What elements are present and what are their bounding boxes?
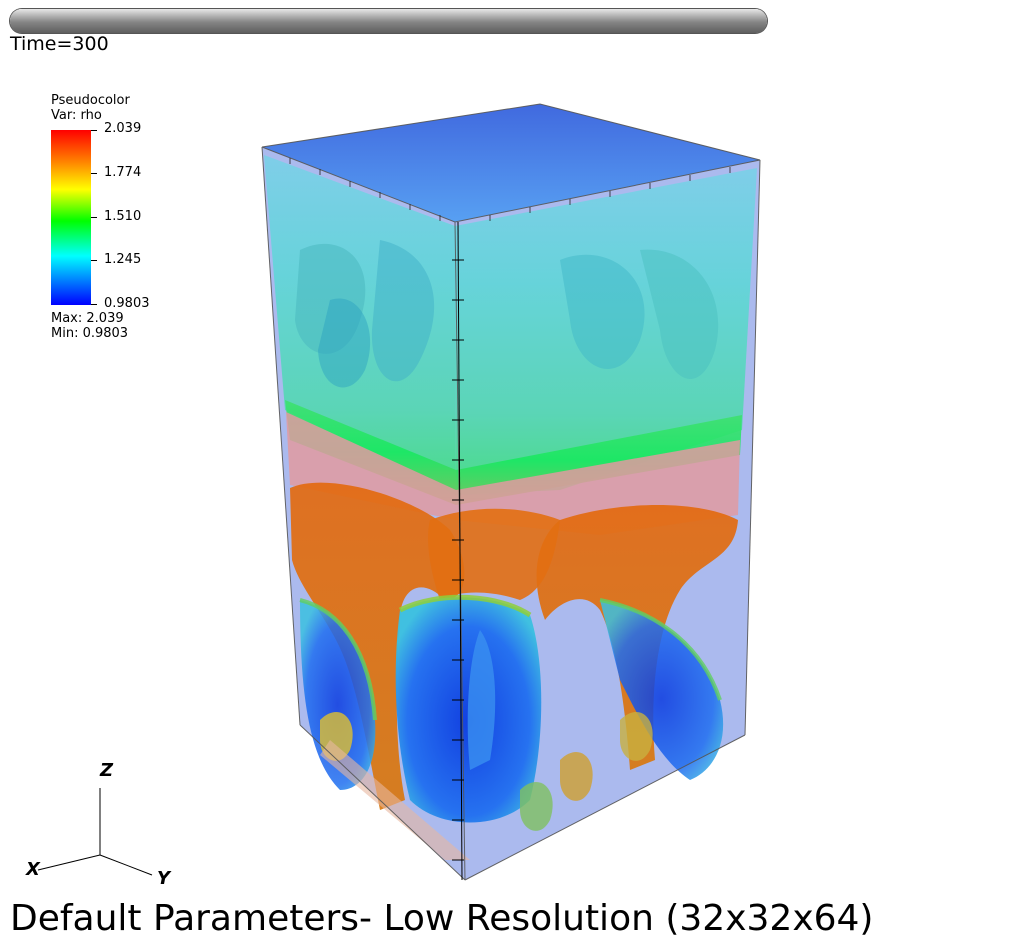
time-slider-fill bbox=[10, 9, 767, 33]
colorbar-tick-label: 2.039 bbox=[104, 121, 142, 136]
colorbar-tick-label: 0.9803 bbox=[104, 296, 150, 311]
colorbar-tick-label: 1.774 bbox=[104, 165, 142, 180]
colorbar-tick bbox=[91, 130, 97, 131]
caption: Default Parameters- Low Resolution (32x3… bbox=[10, 898, 874, 939]
colorbar-tick bbox=[91, 173, 97, 174]
axis-triad bbox=[37, 788, 153, 876]
colorbar-tick-label: 1.245 bbox=[104, 252, 142, 267]
axis-z-label: Z bbox=[100, 760, 114, 781]
time-label: Time=300 bbox=[10, 33, 109, 55]
time-slider-bar[interactable] bbox=[10, 9, 767, 33]
legend-variable: Var: rho bbox=[51, 108, 102, 123]
legend-title: Pseudocolor bbox=[51, 93, 130, 108]
colorbar-tick bbox=[91, 217, 97, 218]
axis-y-label: Y bbox=[157, 868, 171, 889]
axis-x-label: X bbox=[26, 859, 40, 880]
colorbar-tick bbox=[91, 304, 97, 305]
legend-min: Min: 0.9803 bbox=[51, 326, 129, 341]
colorbar-tick-label: 1.510 bbox=[104, 209, 142, 224]
z-axis-ticks bbox=[452, 221, 464, 881]
legend-max: Max: 2.039 bbox=[51, 311, 124, 326]
top-face bbox=[262, 104, 760, 222]
colorbar-tick bbox=[91, 260, 97, 261]
colorbar bbox=[51, 130, 91, 305]
